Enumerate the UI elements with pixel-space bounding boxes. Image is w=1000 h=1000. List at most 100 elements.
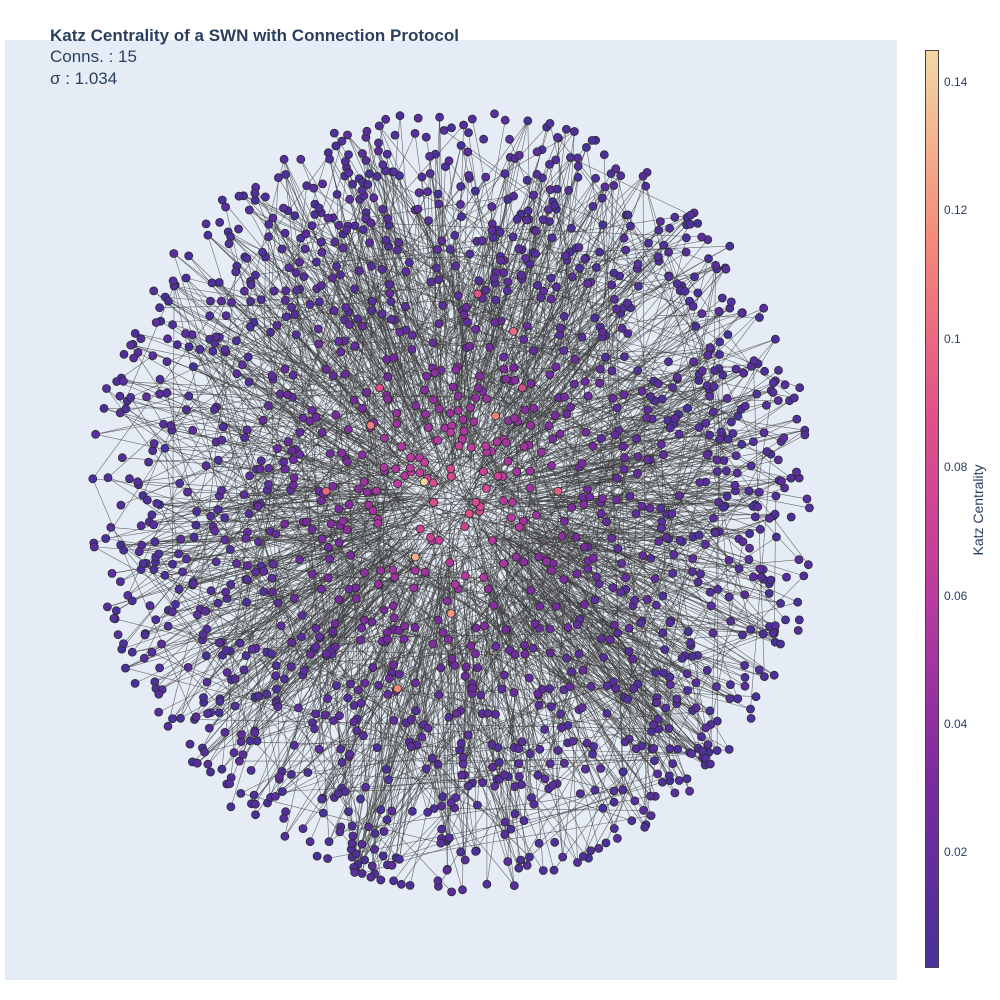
network-node[interactable]: [612, 304, 621, 314]
network-node[interactable]: [348, 831, 358, 841]
network-node[interactable]: [453, 291, 463, 301]
network-node[interactable]: [691, 321, 701, 331]
network-node[interactable]: [372, 171, 382, 181]
network-node[interactable]: [481, 441, 491, 451]
network-node[interactable]: [643, 455, 652, 465]
network-node[interactable]: [387, 860, 397, 870]
network-node[interactable]: [220, 513, 230, 523]
network-node[interactable]: [284, 263, 294, 273]
network-node[interactable]: [176, 534, 186, 544]
network-node[interactable]: [481, 484, 491, 493]
network-node[interactable]: [612, 495, 621, 505]
network-node[interactable]: [192, 610, 202, 620]
network-node[interactable]: [331, 141, 341, 151]
network-node[interactable]: [314, 297, 324, 307]
network-node[interactable]: [487, 740, 497, 750]
network-node[interactable]: [490, 781, 500, 791]
network-node[interactable]: [650, 574, 660, 584]
network-node[interactable]: [578, 665, 588, 675]
network-node[interactable]: [502, 286, 512, 296]
network-node[interactable]: [792, 414, 802, 424]
network-node[interactable]: [545, 185, 555, 195]
network-node[interactable]: [437, 801, 447, 811]
network-node[interactable]: [515, 522, 524, 532]
network-node[interactable]: [182, 554, 191, 564]
network-node[interactable]: [653, 252, 663, 262]
network-node[interactable]: [334, 595, 344, 604]
network-node[interactable]: [450, 230, 460, 240]
network-node[interactable]: [609, 268, 619, 278]
network-node[interactable]: [225, 779, 235, 789]
network-node[interactable]: [568, 272, 577, 282]
network-node[interactable]: [245, 322, 255, 332]
network-node[interactable]: [672, 694, 682, 704]
network-node[interactable]: [657, 523, 666, 533]
network-node[interactable]: [770, 621, 780, 630]
network-node[interactable]: [295, 449, 305, 459]
network-node[interactable]: [516, 855, 526, 865]
network-node[interactable]: [384, 674, 394, 683]
network-node[interactable]: [288, 370, 298, 380]
network-node[interactable]: [523, 116, 533, 126]
network-node[interactable]: [460, 571, 470, 581]
network-node[interactable]: [129, 353, 139, 363]
network-node[interactable]: [607, 280, 617, 290]
network-node[interactable]: [481, 285, 491, 295]
network-node[interactable]: [561, 251, 570, 261]
network-node[interactable]: [250, 195, 260, 205]
network-node[interactable]: [344, 168, 354, 178]
network-node[interactable]: [630, 595, 640, 605]
network-node[interactable]: [242, 575, 252, 585]
network-node[interactable]: [314, 203, 324, 213]
network-node[interactable]: [311, 257, 321, 267]
network-node[interactable]: [703, 350, 713, 360]
network-node[interactable]: [499, 496, 509, 506]
network-node[interactable]: [299, 666, 309, 675]
network-node[interactable]: [258, 247, 267, 257]
network-node[interactable]: [701, 539, 710, 549]
network-node[interactable]: [600, 182, 610, 192]
network-node[interactable]: [695, 478, 705, 487]
network-node[interactable]: [289, 593, 299, 603]
network-node[interactable]: [357, 839, 367, 849]
network-node[interactable]: [698, 746, 707, 756]
network-node[interactable]: [567, 502, 577, 512]
network-node[interactable]: [664, 724, 674, 733]
network-node[interactable]: [242, 597, 252, 607]
network-node[interactable]: [478, 778, 488, 787]
network-node[interactable]: [421, 409, 431, 419]
network-node[interactable]: [580, 254, 590, 264]
network-node[interactable]: [802, 494, 812, 504]
network-node[interactable]: [149, 565, 159, 574]
network-node[interactable]: [523, 206, 533, 216]
network-node[interactable]: [337, 448, 347, 458]
network-node[interactable]: [773, 396, 783, 405]
network-node[interactable]: [637, 501, 647, 511]
network-node[interactable]: [429, 804, 439, 813]
network-node[interactable]: [705, 759, 715, 769]
network-node[interactable]: [336, 270, 345, 280]
network-node[interactable]: [646, 392, 655, 401]
network-node[interactable]: [295, 257, 305, 267]
network-node[interactable]: [750, 512, 760, 522]
network-node[interactable]: [726, 680, 735, 689]
network-node[interactable]: [594, 844, 604, 853]
network-node[interactable]: [445, 558, 455, 567]
network-node[interactable]: [583, 279, 593, 289]
network-node[interactable]: [400, 302, 410, 312]
network-node[interactable]: [214, 638, 224, 648]
network-node[interactable]: [451, 261, 461, 271]
network-node[interactable]: [443, 635, 453, 644]
network-node[interactable]: [682, 774, 692, 784]
network-node[interactable]: [542, 557, 551, 567]
network-node[interactable]: [217, 435, 227, 445]
network-node[interactable]: [746, 704, 755, 714]
network-node[interactable]: [433, 876, 443, 886]
network-node[interactable]: [656, 217, 665, 226]
network-node[interactable]: [271, 671, 281, 681]
network-node[interactable]: [374, 146, 383, 156]
network-node[interactable]: [772, 532, 781, 542]
network-node[interactable]: [325, 154, 335, 164]
network-node[interactable]: [347, 821, 357, 831]
network-node[interactable]: [198, 630, 208, 639]
